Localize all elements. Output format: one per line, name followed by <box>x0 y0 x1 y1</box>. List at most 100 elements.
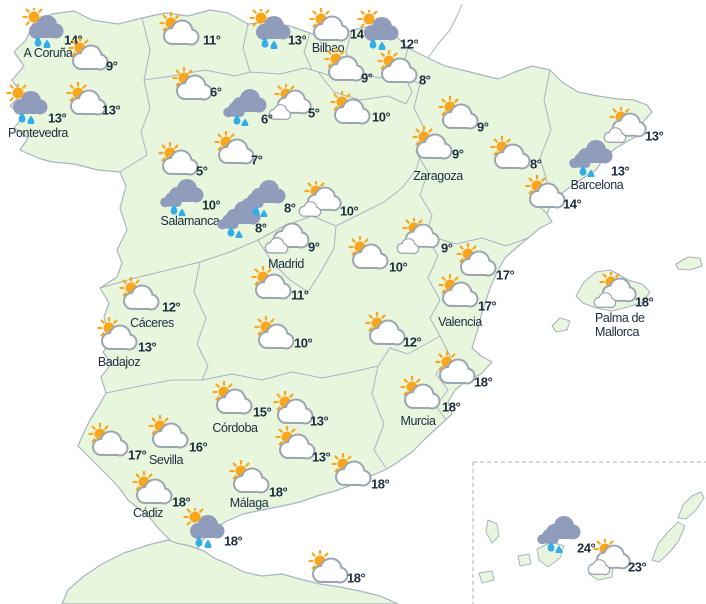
city-label: Cádiz <box>133 506 163 520</box>
temperature-label: 9° <box>361 70 373 86</box>
temperature-label: 9° <box>441 240 453 256</box>
city-label: Cáceres <box>130 316 174 330</box>
sun-cloud-icon <box>306 8 354 48</box>
rain-icon <box>535 513 583 553</box>
city-label: Badajoz <box>97 355 141 369</box>
sun-cloud-icon <box>129 471 177 511</box>
sun-cloud-icon <box>156 12 204 52</box>
temperature-label: 6° <box>261 111 273 127</box>
sun-cloud-icon <box>248 266 296 306</box>
sun-cloud-icon <box>432 351 480 391</box>
sun-cloud-icon <box>209 381 257 421</box>
sun-cloud-icon <box>374 50 422 90</box>
temperature-label: 18° <box>347 570 366 586</box>
temperature-label: 13° <box>611 163 630 179</box>
rain-icon <box>567 137 615 177</box>
sun-cloud-icon <box>116 277 164 317</box>
city-label: Pontevedra <box>8 126 68 140</box>
city-label: Valencia <box>438 315 482 329</box>
sun-cloud-icon <box>251 316 299 356</box>
sun-rain-icon <box>356 10 404 50</box>
temperature-label: 11° <box>203 32 221 48</box>
city-label: Palma de <box>595 311 645 325</box>
temperature-label: 5° <box>196 163 208 179</box>
temperature-label: 18° <box>371 476 390 492</box>
city-label: Salamanca <box>160 214 220 228</box>
sun-clouds-icon <box>297 181 345 221</box>
temperature-label: 10° <box>372 109 391 125</box>
temperature-label: 15° <box>253 404 272 420</box>
temperature-label: 10° <box>202 197 221 213</box>
temperature-label: 9° <box>477 119 489 135</box>
city-label: Madrid <box>268 257 304 271</box>
cloudy-icon <box>264 219 312 259</box>
sun-cloud-icon <box>305 550 353 590</box>
city-label: Córdoba <box>212 421 258 435</box>
temperature-label: 16° <box>189 439 208 455</box>
sun-cloud-icon <box>226 460 274 500</box>
canary-inset-border <box>472 461 706 604</box>
temperature-label: 10° <box>294 335 313 351</box>
temperature-label: 18° <box>474 374 493 390</box>
city-label: Zaragoza <box>413 169 463 183</box>
temperature-label: 18° <box>269 484 288 500</box>
temperature-label: 12° <box>162 299 181 315</box>
sun-cloud-icon <box>328 453 376 493</box>
temperature-label: 6° <box>210 84 222 100</box>
temperature-label: 7° <box>251 152 263 168</box>
sun-clouds-icon <box>586 539 634 579</box>
temperature-label: 9° <box>308 239 320 255</box>
sun-cloud-icon <box>435 274 483 314</box>
temperature-label: 8° <box>530 156 542 172</box>
temperature-label: 11° <box>291 287 309 303</box>
temperature-label: 18° <box>224 533 243 549</box>
africa-coast <box>61 539 399 604</box>
sun-cloud-icon <box>85 423 133 463</box>
city-label: Málaga <box>229 496 269 510</box>
temperature-label: 13° <box>48 110 67 126</box>
sun-cloud-icon <box>327 91 375 131</box>
temperature-label: 9° <box>452 146 464 162</box>
city-label: Murcia <box>400 414 436 428</box>
temperature-label: 10° <box>389 259 408 275</box>
sun-rain-icon <box>21 8 69 48</box>
city-label: Mallorca <box>595 324 640 339</box>
city-label: A Coruña <box>23 46 73 60</box>
temperature-label: 12° <box>400 36 419 52</box>
rain-icon <box>240 177 288 217</box>
temperature-label: 13° <box>310 413 329 429</box>
temperature-label: 9° <box>106 58 118 74</box>
temperature-label: 18° <box>172 494 191 510</box>
temperature-label: 13° <box>138 339 157 355</box>
sun-rain-icon <box>182 508 230 548</box>
city-label: Sevilla <box>148 453 184 467</box>
temperature-label: 18° <box>635 294 654 310</box>
rain-icon <box>158 176 206 216</box>
temperature-label: 8° <box>284 200 296 216</box>
temperature-label: 17° <box>478 298 497 314</box>
temperature-label: 13° <box>102 102 121 118</box>
sun-cloud-icon <box>145 415 193 455</box>
temperature-label: 24° <box>577 540 596 556</box>
temperature-label: 14° <box>350 26 369 42</box>
city-label: Barcelona <box>570 178 624 192</box>
temperature-label: 13° <box>312 449 331 465</box>
sun-clouds-icon <box>395 218 443 258</box>
sun-cloud-icon <box>94 317 142 357</box>
sun-cloud-icon <box>487 136 535 176</box>
temperature-label: 8° <box>419 72 431 88</box>
temperature-label: 12° <box>403 334 422 350</box>
sun-rain-icon <box>5 84 53 124</box>
temperature-label: 17° <box>496 267 515 283</box>
sun-cloud-icon <box>409 126 457 166</box>
temperature-label: 23° <box>628 559 647 575</box>
temperature-label: 18° <box>442 399 461 415</box>
temperature-label: 13° <box>645 128 664 144</box>
temperature-label: 5° <box>308 105 320 121</box>
temperature-label: 10° <box>340 203 359 219</box>
temperature-label: 8° <box>255 220 267 236</box>
temperature-label: 14° <box>563 196 582 212</box>
temperature-label: 17° <box>128 447 147 463</box>
